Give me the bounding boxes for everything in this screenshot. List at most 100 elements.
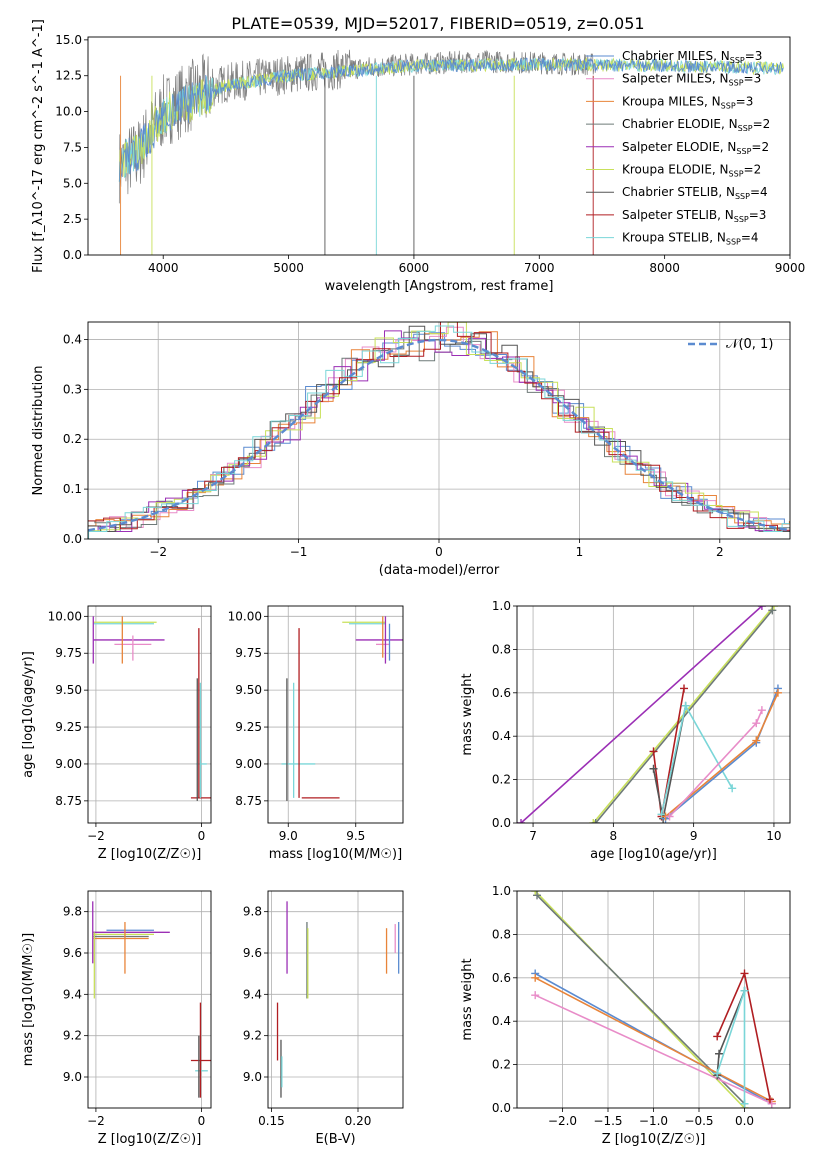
data-point [531,891,540,895]
y-tick-label: 1.0 [492,884,511,898]
y-tick-label: 9.75 [55,646,82,660]
data-point [740,969,749,978]
model-spectrum [118,57,784,182]
panel-mass-vs-Z: −2 0 9.0 9.2 9.4 9.6 9.8 Z [log10(Z/Z☉)] mass [l… [21,890,212,1147]
x-tick-label: 0 [198,1114,206,1128]
x-tick-label: −0.5 [684,1114,713,1128]
data-point [752,719,761,728]
y-tick-label: 9.8 [63,905,82,919]
y-tick-label: 0.8 [492,642,511,656]
legend-label: Chabrier STELIB, NSSP=4 [622,185,768,201]
data-point [531,991,540,1000]
x-axis-label: mass [log10(M/M☉)] [269,847,402,862]
x-tick-label: 6000 [399,261,430,275]
data-point [769,606,778,610]
x-tick-label: 10 [766,829,781,843]
x-tick-label: 0 [435,545,443,559]
data-point [649,764,658,773]
axes-frame [267,890,404,1109]
y-tick-label: 0.0 [492,1101,511,1115]
x-tick-label: 0 [198,829,206,843]
axes-frame [267,605,404,824]
panel-age-vs-mass: 9.0 9.5 8.75 9.00 9.25 9.50 9.75 10.00 mass [log… [228,605,404,862]
x-tick-label: −2 [149,545,167,559]
error-bars [276,901,400,1098]
error-bars [92,901,211,1098]
panel-age-vs-Z: −2 0 8.75 9.00 9.25 9.50 9.75 10.00 Z [log10(Z/Z… [21,605,212,862]
gaussian-curve [88,338,790,532]
panels: 4000 5000 6000 7000 8000 90000.02.55.07.510.0… [21,19,805,1147]
x-tick-label: −2.0 [548,1114,577,1128]
y-tick-label: 7.5 [63,140,82,154]
x-tick-label: 8000 [649,261,680,275]
y-axis-label: Normed distribution [31,366,46,496]
series-line [652,688,685,817]
y-tick-label: 9.0 [63,1070,82,1084]
y-tick-label: 0.2 [492,1058,511,1072]
y-tick-label: 0.2 [63,432,82,446]
y-tick-label: 9.4 [243,987,262,1001]
data-point [531,973,540,982]
x-tick-label: 5000 [273,261,304,275]
x-axis-label: age [log10(age/yr)] [590,847,717,862]
y-tick-label: 9.2 [243,1029,262,1043]
series-lines [531,891,776,1108]
legend-label: 𝒩(0, 1) [726,337,773,352]
data-point [728,784,737,793]
data-point [757,706,766,715]
y-tick-label: 9.2 [63,1029,82,1043]
legend-label: Chabrier MILES, NSSP=3 [622,49,762,65]
x-axis-label: Z [log10(Z/Z☉)] [602,1132,706,1147]
y-tick-label: 9.4 [63,987,82,1001]
x-tick-label: −2 [87,1114,105,1128]
x-tick-label: 8 [610,829,618,843]
x-axis-label: Z [log10(Z/Z☉)] [98,847,202,862]
y-tick-label: 10.00 [228,609,262,623]
series-lines [517,606,782,823]
y-axis-label: Flux [f_λ10^-17 erg cm^-2 s^-1 A^-1] [31,19,46,273]
y-tick-label: 0.4 [492,729,511,743]
data-point [713,1032,722,1041]
data-point [768,606,777,615]
data-point [765,1095,774,1104]
legend: Chabrier MILES, NSSP=3 Salpeter MILES, NS… [586,49,770,247]
histograms [88,322,790,539]
legend-label: Kroupa STELIB, NSSP=4 [622,231,759,247]
y-tick-label: 0.0 [63,248,82,262]
panel-spectrum: 4000 5000 6000 7000 8000 9000 0.0 2.5 5.0 7.5 10.0… [31,19,805,294]
y-tick-label: 2.5 [63,212,82,226]
x-tick-label: −1.5 [593,1114,622,1128]
data-point [680,684,689,693]
axes-frame [87,605,212,824]
y-tick-label: 9.8 [243,905,262,919]
x-tick-label: 4000 [148,261,179,275]
data-point [533,891,542,900]
axes-frame [87,36,791,256]
legend-label: Salpeter MILES, NSSP=3 [622,72,761,88]
y-tick-label: 9.0 [243,1070,262,1084]
x-axis-label: (data-model)/error [379,563,500,578]
axes-frame [516,605,791,824]
data-point [752,736,761,745]
x-tick-label: 9.0 [279,829,298,843]
y-tick-label: 9.6 [243,946,262,960]
series-line [652,705,687,819]
y-tick-label: 5.0 [63,176,82,190]
y-tick-label: 0.4 [492,1014,511,1028]
y-axis-label: mass weight [460,958,475,1040]
error-bars [281,616,403,801]
series-line [520,606,763,823]
y-tick-label: 8.75 [55,794,82,808]
y-tick-label: 9.25 [55,720,82,734]
x-tick-label: 0.15 [258,1114,285,1128]
x-tick-label: 1 [576,545,584,559]
y-tick-label: 0.0 [492,816,511,830]
y-tick-label: 9.6 [63,946,82,960]
data-point [740,986,749,995]
spectrum-lines [118,49,784,255]
histogram-step [88,322,790,532]
data-point [740,1099,749,1108]
y-tick-label: 0.1 [63,482,82,496]
axes-frame [87,321,791,540]
y-tick-label: 0.4 [63,332,82,346]
